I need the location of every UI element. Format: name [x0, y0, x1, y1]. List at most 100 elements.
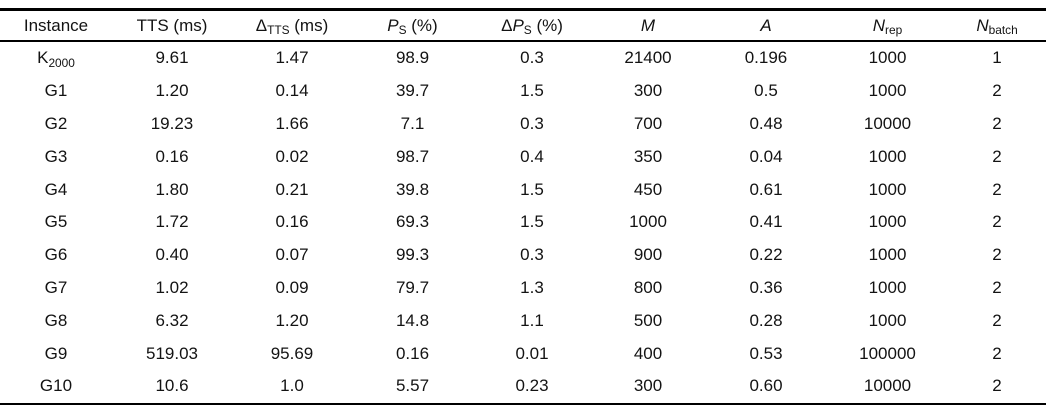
- instance-subscript: 2000: [48, 55, 75, 70]
- value-cell: 500: [633, 310, 663, 330]
- value-cell: 1.80: [155, 179, 189, 199]
- value-cell: 7.1: [400, 113, 425, 133]
- value-cell: 1000: [868, 146, 907, 166]
- value-cell: 0.60: [749, 376, 783, 396]
- instance-label: K: [37, 48, 49, 68]
- value-cell: 1.5: [520, 212, 544, 232]
- value-cell: 1: [992, 48, 1002, 68]
- value-cell: 1000: [868, 310, 907, 330]
- table-row: G9 519.03 95.69 0.16 0.01 400 0.53 100000 2: [0, 337, 1046, 370]
- header-subscript: rep: [885, 22, 903, 37]
- value-cell: 14.8: [395, 310, 430, 330]
- instance-cell: G8: [0, 304, 112, 337]
- header-subscript: batch: [988, 22, 1018, 37]
- col-header-instance: Instance: [0, 9, 112, 42]
- value-cell: 9.61: [155, 48, 189, 68]
- header-text: M: [640, 15, 656, 35]
- value-cell: 1000: [868, 179, 907, 199]
- value-cell: 0.04: [749, 146, 783, 166]
- value-cell: 2: [992, 310, 1002, 330]
- value-cell: 1.20: [155, 81, 189, 101]
- header-prefix: Δ: [501, 15, 513, 35]
- value-cell: 21400: [624, 48, 672, 68]
- value-cell: 0.16: [395, 343, 430, 363]
- table-row: K2000 9.61 1.47 98.9 0.3 21400 0.196 1000 1: [0, 41, 1046, 75]
- value-cell: 0.36: [749, 277, 783, 297]
- value-cell: 0.3: [520, 245, 544, 265]
- value-cell: 1000: [868, 245, 907, 265]
- instance-cell: G1: [0, 75, 112, 108]
- header-subscript: S: [523, 22, 532, 37]
- value-cell: 1.20: [275, 310, 309, 330]
- instance-cell: G3: [0, 140, 112, 173]
- value-cell: 1.5: [520, 179, 544, 199]
- value-cell: 0.40: [155, 245, 189, 265]
- value-cell: 1000: [868, 48, 907, 68]
- value-cell: 1.02: [155, 277, 189, 297]
- value-cell: 300: [633, 81, 663, 101]
- value-cell: 0.21: [275, 179, 309, 199]
- value-cell: 400: [633, 343, 663, 363]
- value-cell: 0.48: [749, 113, 783, 133]
- value-cell: 2: [992, 179, 1002, 199]
- col-header-m: M: [591, 9, 705, 42]
- value-cell: 800: [633, 277, 663, 297]
- instance-cell: G6: [0, 239, 112, 272]
- value-cell: 99.3: [395, 245, 430, 265]
- instance-cell: G9: [0, 337, 112, 370]
- header-subscript: TTS: [267, 22, 290, 37]
- table-row: G8 6.32 1.20 14.8 1.1 500 0.28 1000 2: [0, 304, 1046, 337]
- header-text: Instance: [23, 15, 89, 35]
- table-row: G1 1.20 0.14 39.7 1.5 300 0.5 1000 2: [0, 75, 1046, 108]
- header-text: N: [976, 15, 989, 35]
- header-unit: (%): [531, 15, 563, 35]
- instance-label: G9: [44, 343, 68, 363]
- value-cell: 0.02: [275, 146, 309, 166]
- value-cell: 0.3: [520, 113, 544, 133]
- value-cell: 300: [633, 376, 663, 396]
- instance-label: G1: [44, 81, 68, 101]
- table-row: G7 1.02 0.09 79.7 1.3 800 0.36 1000 2: [0, 272, 1046, 305]
- value-cell: 700: [633, 113, 663, 133]
- header-text: TTS: [136, 15, 169, 35]
- value-cell: 519.03: [146, 343, 198, 363]
- instance-label: G4: [44, 179, 68, 199]
- table-body: K2000 9.61 1.47 98.9 0.3 21400 0.196 1000 1 G1 1.2…: [0, 41, 1046, 404]
- value-cell: 39.7: [395, 81, 430, 101]
- header-unit: (%): [406, 15, 438, 35]
- col-header-delta-ps: ΔPS (%): [473, 9, 591, 42]
- value-cell: 19.23: [150, 113, 194, 133]
- value-cell: 100000: [859, 343, 916, 363]
- results-table: Instance TTS (ms) ΔTTS (ms) PS (%) ΔPS (…: [0, 8, 1046, 405]
- header-text: P: [387, 15, 399, 35]
- instance-cell: K2000: [0, 41, 112, 75]
- value-cell: 0.53: [749, 343, 783, 363]
- col-header-ps: PS (%): [352, 9, 473, 42]
- value-cell: 79.7: [395, 277, 430, 297]
- value-cell: 0.196: [744, 48, 788, 68]
- table-row: G3 0.16 0.02 98.7 0.4 350 0.04 1000 2: [0, 140, 1046, 173]
- value-cell: 0.16: [155, 146, 189, 166]
- value-cell: 6.32: [155, 310, 189, 330]
- header-text: A: [760, 15, 772, 35]
- value-cell: 1000: [629, 212, 667, 232]
- header-subscript: S: [398, 22, 407, 37]
- instance-cell: G7: [0, 272, 112, 305]
- table-header: Instance TTS (ms) ΔTTS (ms) PS (%) ΔPS (…: [0, 9, 1046, 42]
- value-cell: 1.72: [155, 212, 189, 232]
- value-cell: 1000: [868, 81, 907, 101]
- value-cell: 2: [992, 376, 1002, 396]
- value-cell: 2: [992, 146, 1002, 166]
- value-cell: 0.09: [275, 277, 309, 297]
- col-header-tts: TTS (ms): [112, 9, 232, 42]
- instance-cell: G5: [0, 206, 112, 239]
- col-header-delta-tts: ΔTTS (ms): [232, 9, 352, 42]
- table-row: G6 0.40 0.07 99.3 0.3 900 0.22 1000 2: [0, 239, 1046, 272]
- header-row: Instance TTS (ms) ΔTTS (ms) PS (%) ΔPS (…: [0, 9, 1046, 42]
- col-header-a: A: [705, 9, 827, 42]
- value-cell: 0.28: [749, 310, 783, 330]
- value-cell: 0.07: [275, 245, 309, 265]
- instance-cell: G2: [0, 108, 112, 141]
- header-unit: (ms): [289, 15, 329, 35]
- instance-label: G3: [44, 146, 68, 166]
